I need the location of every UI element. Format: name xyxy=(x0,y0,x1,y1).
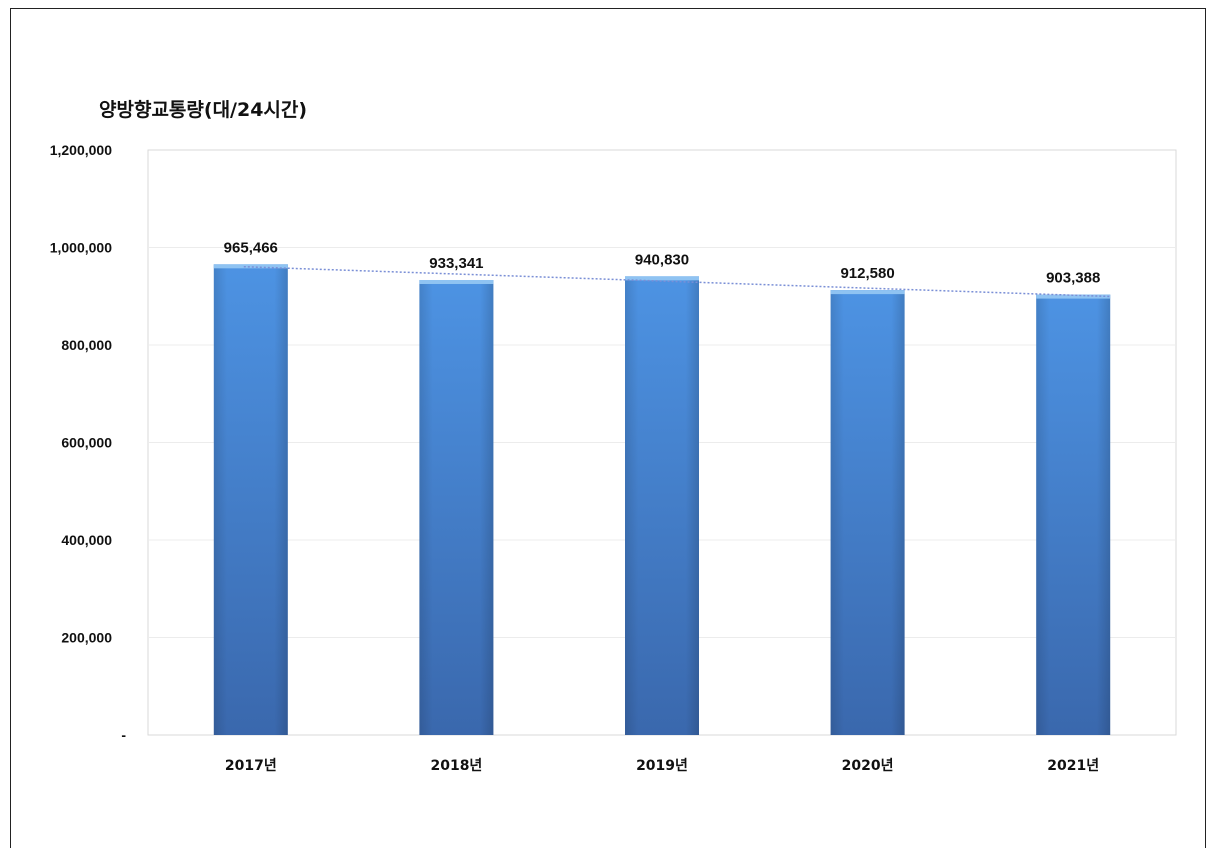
data-label: 940,830 xyxy=(635,251,689,268)
data-label: 933,341 xyxy=(429,255,483,272)
x-tick-label: 2017년 xyxy=(225,758,277,774)
bar-shade xyxy=(213,264,288,735)
x-tick-label: 2018년 xyxy=(430,758,482,774)
bar-top xyxy=(419,279,494,284)
trendline xyxy=(243,265,1111,298)
x-tick-label: 2019년 xyxy=(636,758,688,774)
bar-shade xyxy=(625,276,699,735)
data-label: 903,388 xyxy=(1046,270,1100,287)
trendline-path xyxy=(243,265,1111,298)
y-tick-label: 1,200,000 xyxy=(50,142,112,158)
x-tick-label: 2021년 xyxy=(1047,758,1099,774)
data-label: 965,466 xyxy=(224,239,278,256)
bar-top xyxy=(213,264,288,269)
y-tick-label: 200,000 xyxy=(61,630,112,646)
bars xyxy=(213,264,1111,735)
y-tick-label: 400,000 xyxy=(61,532,112,548)
y-tick-label: 800,000 xyxy=(61,337,112,353)
y-tick-label: 1,000,000 xyxy=(50,240,112,256)
bar-shade xyxy=(1036,294,1111,735)
bar-top xyxy=(830,290,905,295)
x-tick-label: 2020년 xyxy=(842,758,894,774)
labels: - 200,000 400,000 600,000 800,000 1,000,000 1,… xyxy=(50,142,1101,774)
bar-shade xyxy=(419,279,494,735)
y-tick-label: - xyxy=(121,727,126,743)
bar-top xyxy=(1036,294,1111,299)
bar-shade xyxy=(830,290,905,735)
data-label: 912,580 xyxy=(840,265,894,282)
y-tick-label: 600,000 xyxy=(61,435,112,451)
chart-frame: 양방향교통량(대/24시간) xyxy=(10,8,1206,848)
bar-top xyxy=(625,276,699,281)
chart-title: 양방향교통량(대/24시간) xyxy=(99,99,308,121)
